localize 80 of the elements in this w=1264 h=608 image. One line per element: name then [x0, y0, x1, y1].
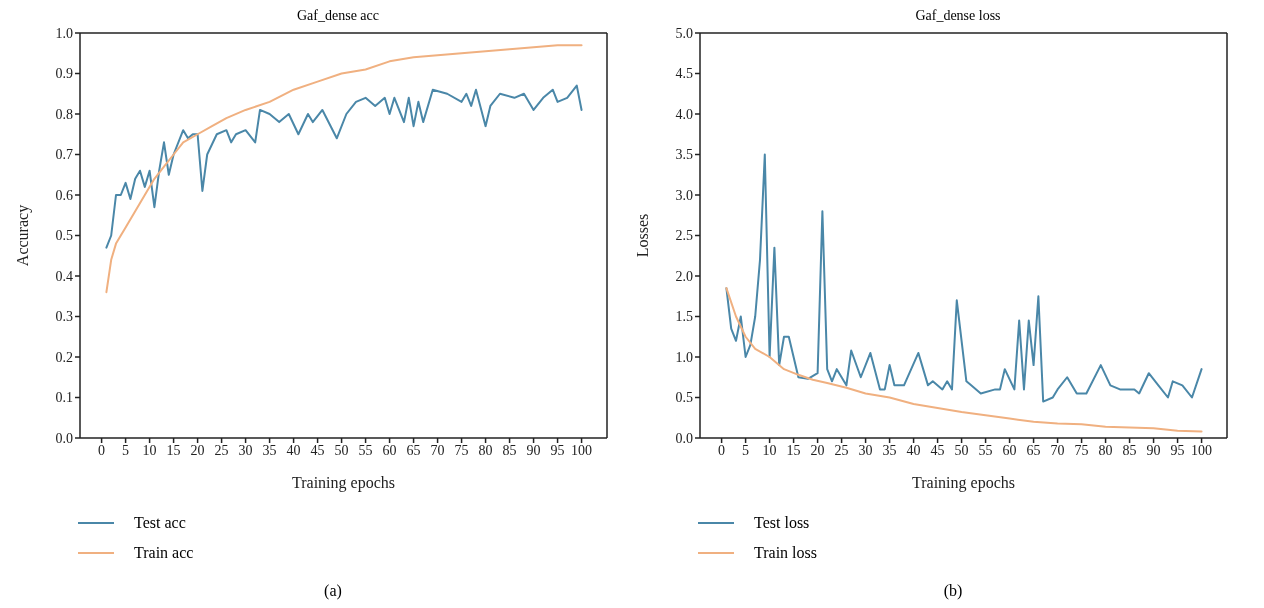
line-series — [725, 153, 1203, 403]
x-tick-label: 40 — [906, 442, 921, 458]
x-tick-label: 75 — [1074, 442, 1089, 458]
line-series — [105, 84, 583, 249]
x-axis-title: Training epochs — [292, 474, 395, 492]
y-tick-label: 4.5 — [675, 66, 693, 82]
text: (a) — [323, 582, 343, 600]
y-tick-label: 0.9 — [55, 66, 73, 82]
y-axis-title: Losses — [633, 213, 651, 258]
x-tick-label: 5 — [122, 442, 130, 458]
x-tick-label: 0 — [718, 442, 726, 458]
x-tick-label: 50 — [334, 442, 349, 458]
y-tick-label: 2.5 — [675, 228, 693, 244]
x-tick-label: 70 — [430, 442, 445, 458]
x-tick-label: 95 — [550, 442, 565, 458]
chart-title: Gaf_dense loss — [914, 8, 1002, 24]
y-tick-label: 0.4 — [55, 268, 73, 284]
x-tick-label: 10 — [142, 442, 157, 458]
x-tick-label: 70 — [1050, 442, 1065, 458]
y-tick-label: 1.5 — [675, 309, 693, 325]
x-tick-label: 35 — [262, 442, 277, 458]
y-tick-label: 0.5 — [675, 390, 693, 406]
legend-label: Train acc — [134, 544, 194, 562]
x-tick-label: 60 — [382, 442, 397, 458]
x-tick-label: 50 — [954, 442, 969, 458]
x-tick-label: 85 — [1122, 442, 1137, 458]
y-tick-label: 0.6 — [55, 187, 73, 203]
y-tick-label: 0.3 — [55, 309, 73, 325]
x-tick-label: 100 — [571, 442, 593, 458]
text: (b) — [942, 582, 964, 600]
y-tick-label: 0.0 — [675, 430, 693, 446]
y-tick-label: 2.0 — [675, 268, 693, 284]
x-tick-label: 45 — [310, 442, 325, 458]
line-series — [105, 44, 583, 294]
x-tick-label: 90 — [526, 442, 541, 458]
y-tick-label: 0.7 — [55, 147, 73, 163]
x-tick-label: 65 — [1026, 442, 1041, 458]
y-tick-label: 0.8 — [55, 106, 73, 122]
x-tick-label: 30 — [238, 442, 253, 458]
x-tick-label: 0 — [98, 442, 106, 458]
y-tick-label: 3.5 — [675, 147, 693, 163]
x-tick-label: 10 — [762, 442, 777, 458]
line-series — [725, 287, 1203, 433]
x-tick-label: 45 — [930, 442, 945, 458]
x-axis-title: Training epochs — [912, 474, 1015, 492]
x-tick-label: 30 — [858, 442, 873, 458]
x-tick-label: 75 — [454, 442, 469, 458]
legend-label: Test loss — [754, 514, 810, 532]
x-tick-label: 25 — [834, 442, 849, 458]
y-axis-title: Accuracy — [13, 204, 32, 267]
x-tick-label: 15 — [786, 442, 801, 458]
x-tick-label: 90 — [1146, 442, 1161, 458]
x-tick-label: 20 — [810, 442, 825, 458]
x-tick-label: 60 — [1002, 442, 1017, 458]
x-tick-label: 85 — [502, 442, 517, 458]
x-tick-label: 100 — [1191, 442, 1213, 458]
y-tick-label: 5.0 — [675, 25, 693, 41]
x-tick-label: 35 — [882, 442, 897, 458]
x-tick-label: 15 — [166, 442, 181, 458]
x-tick-label: 40 — [286, 442, 301, 458]
legend-label: Test acc — [134, 514, 186, 532]
y-tick-label: 1.0 — [55, 25, 73, 41]
chart-title: Gaf_dense acc — [296, 8, 380, 24]
y-tick-label: 0.1 — [55, 390, 73, 406]
legend-label: Train loss — [754, 544, 817, 562]
x-tick-label: 80 — [1098, 442, 1113, 458]
x-tick-label: 20 — [190, 442, 205, 458]
x-tick-label: 55 — [978, 442, 993, 458]
x-tick-label: 55 — [358, 442, 373, 458]
x-tick-label: 65 — [406, 442, 421, 458]
y-tick-label: 3.0 — [675, 187, 693, 203]
x-tick-label: 25 — [214, 442, 229, 458]
x-tick-label: 5 — [742, 442, 750, 458]
y-tick-label: 4.0 — [675, 106, 693, 122]
y-tick-label: 0.0 — [55, 430, 73, 446]
x-tick-label: 80 — [478, 442, 493, 458]
y-tick-label: 1.0 — [675, 349, 693, 365]
y-tick-label: 0.5 — [55, 228, 73, 244]
x-tick-label: 95 — [1170, 442, 1185, 458]
y-tick-label: 0.2 — [55, 349, 73, 365]
